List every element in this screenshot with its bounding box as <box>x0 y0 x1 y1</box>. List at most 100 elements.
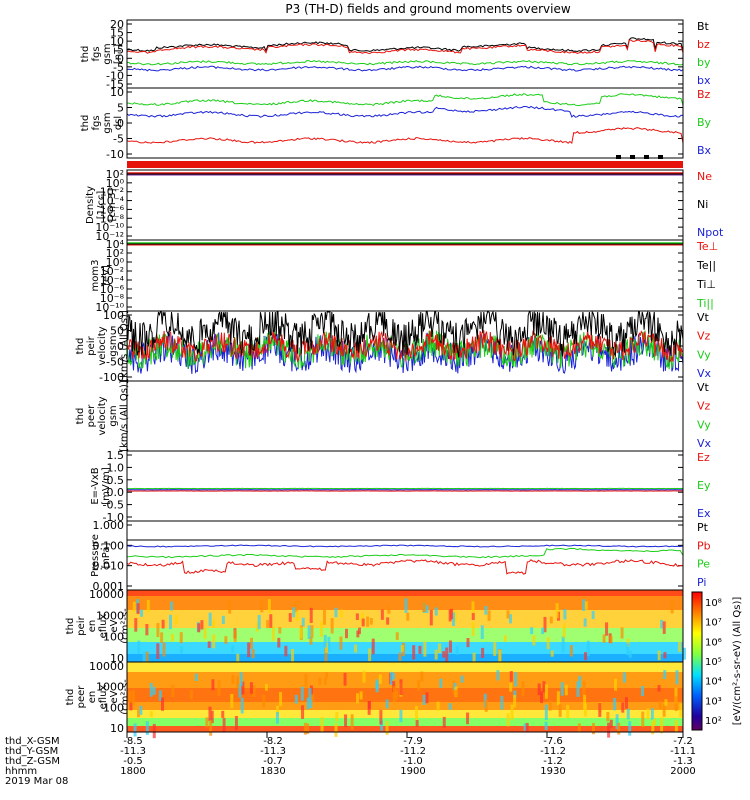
ytick-label: 1000 <box>96 609 124 622</box>
spectro-texture <box>598 702 602 717</box>
spectro-texture <box>203 627 207 639</box>
ytick-label: 10⁻¹² <box>95 230 124 243</box>
spectro-texture <box>582 681 586 696</box>
spectro-band <box>127 662 683 672</box>
spectro-texture <box>355 613 359 620</box>
spectro-texture <box>484 605 488 615</box>
spectro-texture <box>544 704 548 720</box>
spectro-texture <box>448 703 452 710</box>
spectro-texture <box>471 601 475 614</box>
spectro-texture <box>306 723 310 734</box>
spectro-texture <box>414 706 418 721</box>
spectro-texture <box>429 609 433 626</box>
spectro-texture <box>532 635 536 646</box>
spectro-texture <box>670 600 674 614</box>
spectro-texture <box>663 670 667 680</box>
legend-Vy: Vy <box>697 418 711 431</box>
spectro-texture <box>586 640 590 657</box>
ytick-label: 10⁻¹⁰ <box>95 301 124 314</box>
spectro-texture <box>525 722 529 732</box>
xtick-time: 1830 <box>260 766 285 777</box>
spectro-texture <box>628 650 632 658</box>
spectro-texture <box>646 708 650 720</box>
spectro-texture <box>662 704 666 717</box>
spectro-texture <box>584 601 588 610</box>
xtick-time: 1800 <box>120 766 145 777</box>
spectro-texture <box>309 700 313 709</box>
panel-ylabel: eV <box>109 619 120 632</box>
spectro-texture <box>308 688 312 701</box>
spectro-texture <box>357 627 361 635</box>
xaxis-row-label: thd_X-GSM <box>5 736 60 747</box>
spectro-texture <box>385 699 389 709</box>
legend-bx: bx <box>697 74 711 87</box>
spectro-texture <box>145 721 149 735</box>
spectro-texture <box>404 598 408 613</box>
xtick-x: -7.2 <box>673 736 693 747</box>
spectro-texture <box>583 694 587 710</box>
spectro-texture <box>170 633 174 642</box>
spectro-band <box>127 628 683 642</box>
spectro-texture <box>425 692 429 704</box>
spectro-texture <box>543 616 547 633</box>
spectro-texture <box>609 719 613 728</box>
ytick-label: 50 <box>110 325 124 338</box>
legend-Te⊥: Te⊥ <box>696 240 718 253</box>
spectro-texture <box>561 636 565 653</box>
colorbar-tick: 10⁶ <box>705 637 722 648</box>
spectro-texture <box>576 681 580 697</box>
spectro-texture <box>514 672 518 687</box>
ytick-label: 1.000 <box>93 519 125 532</box>
ytick-label: 10⁰ <box>106 256 125 269</box>
spectro-texture <box>257 614 261 630</box>
spectro-texture <box>395 632 399 640</box>
spectro-texture <box>174 615 178 625</box>
spectro-texture <box>356 630 360 638</box>
spectro-texture <box>249 682 253 694</box>
spectro-texture <box>345 628 349 639</box>
spectro-texture <box>496 670 500 681</box>
colorbar-tick: 10⁸ <box>705 598 722 609</box>
spectro-texture <box>624 697 628 709</box>
spectro-texture <box>555 603 559 619</box>
ytick-label: -15 <box>106 78 124 91</box>
ytick-label: 10² <box>106 168 124 181</box>
spectro-texture <box>262 694 266 708</box>
panel-ylabel: [nPa] <box>101 542 112 568</box>
spectro-texture <box>583 618 587 627</box>
spectro-texture <box>564 684 568 696</box>
spectro-texture <box>306 697 310 710</box>
spectro-texture <box>323 678 327 686</box>
spectro-texture <box>224 636 228 644</box>
panel-frame <box>126 169 684 241</box>
spectro-texture <box>322 608 326 625</box>
spectro-texture <box>335 711 339 722</box>
spectro-texture <box>434 649 438 660</box>
ytick-label: 10⁻² <box>100 186 124 199</box>
ytick-label: -0.5 <box>103 499 124 512</box>
spectro-texture <box>380 609 384 620</box>
panel-ylabel: peer <box>86 404 97 428</box>
spectro-texture <box>146 600 150 613</box>
legend-Te||: Te|| <box>696 259 716 272</box>
spectro-texture <box>664 699 668 706</box>
spectro-texture <box>418 645 422 654</box>
spectro-texture <box>541 627 545 635</box>
legend-Pi: Pi <box>697 576 706 589</box>
line-Pi <box>126 544 684 548</box>
spectro-texture <box>530 627 534 634</box>
spectro-texture <box>560 682 564 696</box>
spectro-texture <box>674 720 678 732</box>
ytick-label: 0 <box>117 52 124 65</box>
panel-frame <box>126 661 684 733</box>
legend-Pb: Pb <box>697 539 711 552</box>
spectro-texture <box>650 708 654 720</box>
legend-Ni: Ni <box>697 198 708 211</box>
spectro-texture <box>205 717 209 728</box>
legend-Ne: Ne <box>697 170 712 183</box>
xaxis-row-label: thd_Y-GSM <box>5 746 58 757</box>
spectro-texture <box>269 614 273 628</box>
ytick-label: 100 <box>103 631 124 644</box>
spectro-texture <box>503 635 507 642</box>
